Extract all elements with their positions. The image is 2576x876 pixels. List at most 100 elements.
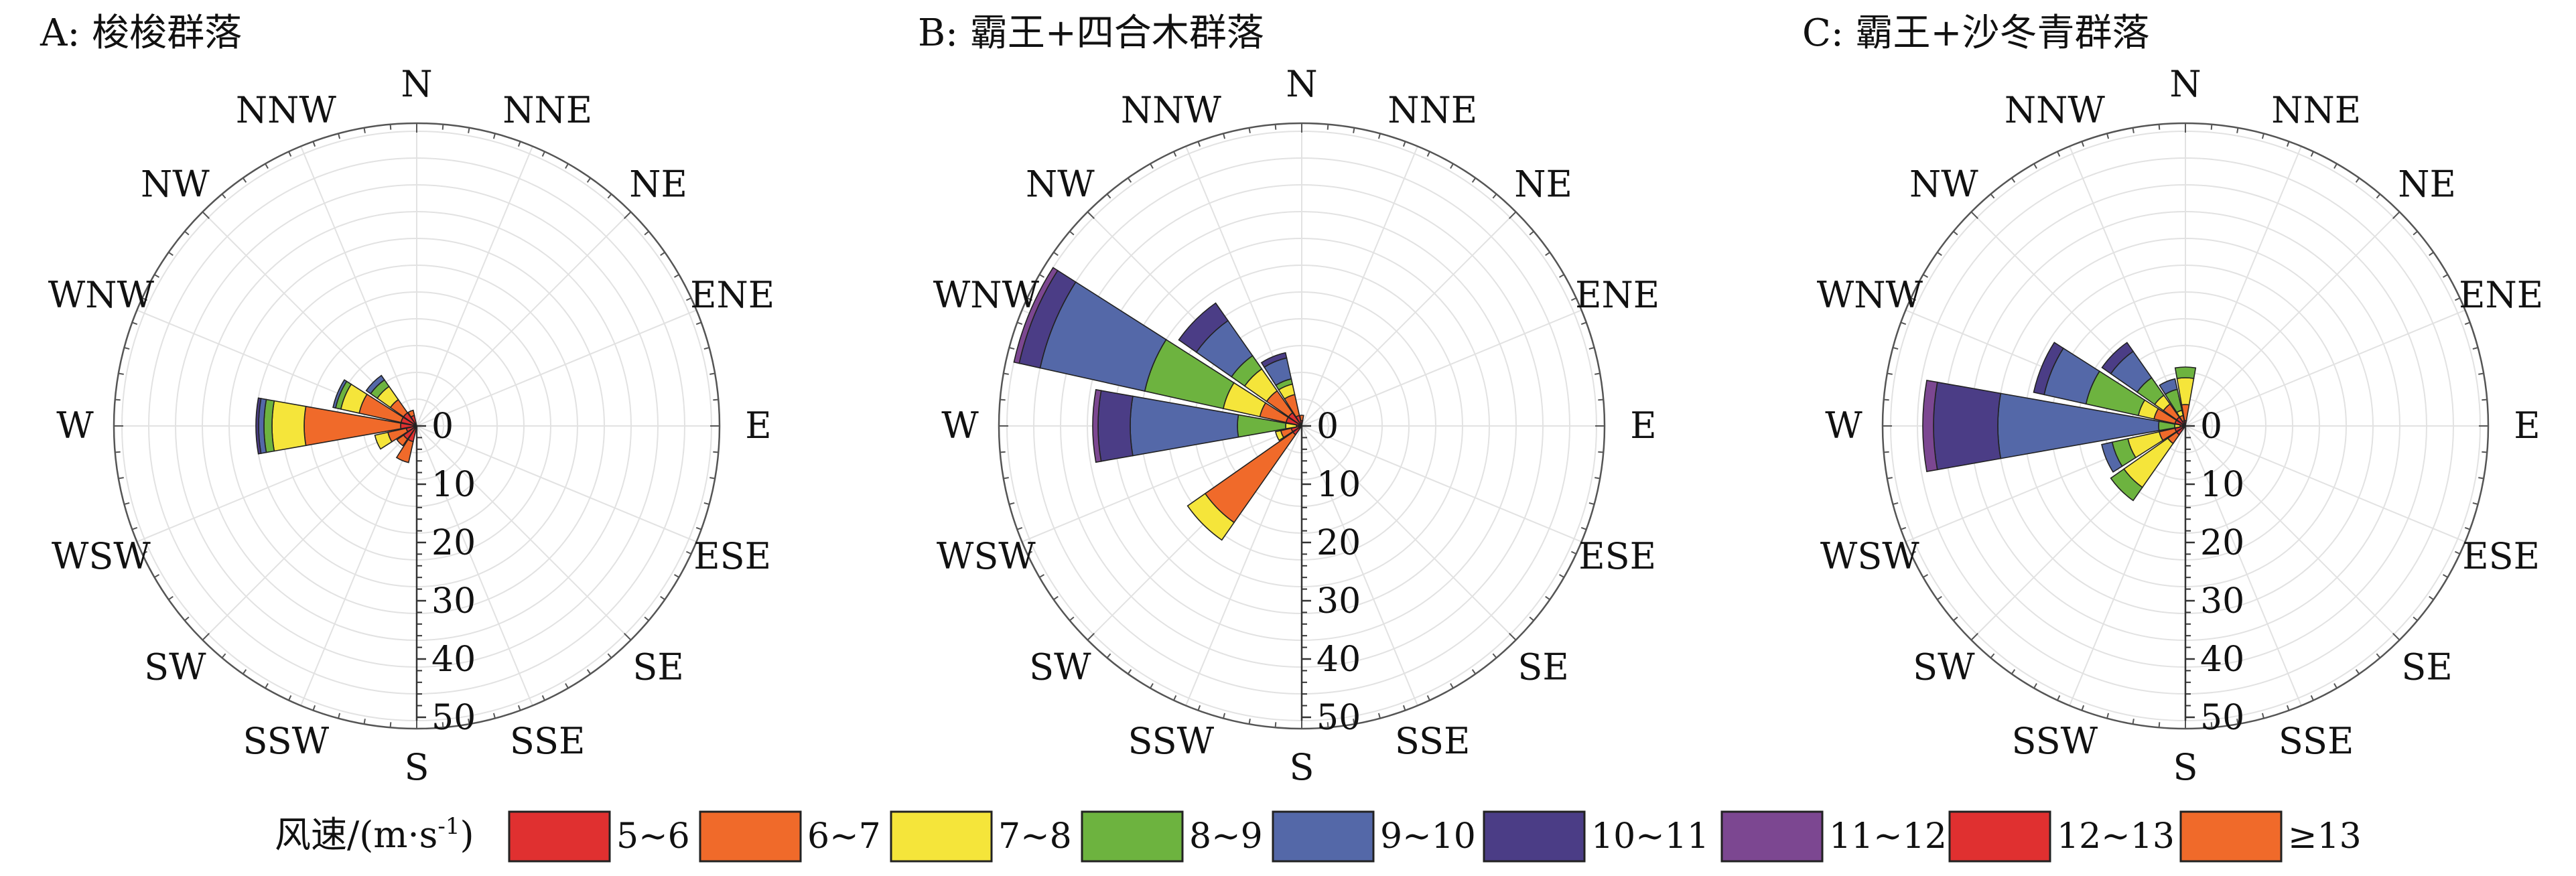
outer-tick xyxy=(288,151,292,157)
radial-tick-label: 50 xyxy=(1316,698,1361,738)
grid-spoke xyxy=(2185,309,2465,427)
outer-tick xyxy=(1173,695,1177,701)
outer-tick xyxy=(442,124,444,130)
rose-segment xyxy=(374,431,393,450)
outer-tick xyxy=(115,451,121,453)
outer-tick xyxy=(1529,230,1534,236)
direction-label: WNW xyxy=(933,274,1040,316)
outer-tick xyxy=(1402,705,1406,711)
direction-label: WNW xyxy=(48,274,155,316)
outer-tick xyxy=(1937,595,1942,601)
outer-tick xyxy=(1545,251,1550,257)
outer-tick xyxy=(1197,141,1201,147)
outer-tick xyxy=(1559,574,1564,578)
outer-tick xyxy=(565,683,569,688)
legend-swatch xyxy=(2179,810,2283,863)
outer-tick xyxy=(202,633,210,641)
outer-tick xyxy=(1450,683,1454,688)
grid-spoke xyxy=(2185,425,2302,706)
direction-label: SSW xyxy=(2012,720,2098,762)
outer-tick xyxy=(2443,274,2448,278)
direction-label: NNW xyxy=(1121,89,1222,131)
outer-tick xyxy=(1009,502,1015,505)
radial-tick-label: 20 xyxy=(431,523,476,563)
radial-tick-label: 0 xyxy=(2200,407,2222,447)
direction-label: ENE xyxy=(1575,274,1659,316)
legend-label: ≥13 xyxy=(2288,816,2362,857)
outer-tick xyxy=(1450,163,1454,169)
outer-tick xyxy=(1377,133,1381,139)
outer-tick xyxy=(1127,669,1132,674)
direction-label: SSW xyxy=(1128,720,1215,762)
rose-segment xyxy=(1299,415,1304,422)
direction-label: E xyxy=(2514,405,2540,447)
radial-tick-label: 10 xyxy=(1316,465,1361,505)
radial-tick-label: 40 xyxy=(1316,640,1361,680)
grid-spoke xyxy=(1185,425,1302,706)
outer-tick xyxy=(660,251,665,257)
outer-tick xyxy=(2132,127,2134,133)
outer-tick xyxy=(1127,177,1132,183)
radial-tick-label: 50 xyxy=(2200,698,2244,738)
outer-tick xyxy=(695,321,702,325)
outer-tick xyxy=(168,595,174,601)
outer-tick xyxy=(1053,251,1059,257)
outer-tick xyxy=(644,616,649,622)
outer-tick xyxy=(2033,683,2037,688)
outer-tick xyxy=(2261,713,2264,719)
direction-label: N xyxy=(401,63,432,105)
direction-label: N xyxy=(2169,63,2201,105)
outer-tick xyxy=(1223,713,1226,719)
grid-spoke xyxy=(1301,146,1418,427)
rose-segment xyxy=(1922,380,1938,472)
outer-tick xyxy=(1223,133,1226,139)
outer-tick xyxy=(1509,211,1517,219)
rose-segment xyxy=(2174,366,2197,380)
outer-tick xyxy=(2429,251,2434,257)
legend-label: 9~10 xyxy=(1380,816,1476,857)
direction-label: NW xyxy=(1026,163,1095,205)
outer-tick xyxy=(2454,297,2461,301)
rose-segment xyxy=(365,374,385,394)
radial-tick-label: 10 xyxy=(2200,465,2244,505)
outer-tick xyxy=(1426,695,1430,701)
outer-tick xyxy=(517,705,521,711)
direction-label: W xyxy=(941,405,979,447)
legend-label: 12~13 xyxy=(2057,816,2175,857)
rose-segment xyxy=(2110,468,2143,502)
outer-tick xyxy=(644,230,649,236)
outer-tick xyxy=(2392,633,2400,641)
radial-tick-label: 40 xyxy=(2200,640,2244,680)
grid-spoke xyxy=(1301,211,1517,427)
outer-tick xyxy=(2429,595,2434,601)
outer-tick xyxy=(1039,274,1044,278)
outer-tick xyxy=(1953,616,1958,622)
outer-tick xyxy=(565,163,569,169)
direction-label: ENE xyxy=(2459,274,2543,316)
legend-label: 10~11 xyxy=(1591,816,1709,857)
outer-tick xyxy=(1559,274,1564,278)
outer-tick xyxy=(1039,574,1044,578)
panels: A: 梭梭群落NNNENEENEEESESESSESSSWSWWSWWWNWNW… xyxy=(40,11,2543,788)
outer-tick xyxy=(312,705,316,711)
radial-tick-label: 30 xyxy=(2200,581,2244,622)
outer-tick xyxy=(1893,502,1899,505)
direction-label: SSE xyxy=(1395,720,1470,762)
panel-title: C: 霸王+沙冬青群落 xyxy=(1802,11,2149,55)
outer-tick xyxy=(2286,705,2290,711)
outer-tick xyxy=(1327,124,1329,130)
rose-segment xyxy=(407,409,415,418)
outer-tick xyxy=(2472,347,2478,350)
outer-tick xyxy=(2081,705,2085,711)
grid-spoke xyxy=(300,146,417,427)
outer-tick xyxy=(1893,347,1899,350)
outer-tick xyxy=(2261,133,2264,139)
rose-segment xyxy=(2159,378,2178,395)
legend-swatch xyxy=(1272,810,1375,863)
outer-tick xyxy=(2106,133,2110,139)
outer-tick xyxy=(2392,211,2400,219)
direction-label: NW xyxy=(1909,163,1978,205)
outer-tick xyxy=(338,713,341,719)
outer-tick xyxy=(492,133,496,139)
